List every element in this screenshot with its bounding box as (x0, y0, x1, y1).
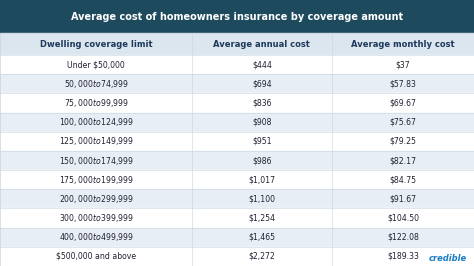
Text: $1,100: $1,100 (248, 194, 275, 203)
Text: $37: $37 (396, 60, 410, 69)
Bar (0, 0, 474, 33)
Bar (0, 33, 474, 266)
Bar (0, 33, 474, 55)
Text: Average annual cost: Average annual cost (213, 40, 310, 49)
Bar (0, 113, 474, 132)
Text: $50,000 to $74,999: $50,000 to $74,999 (64, 78, 128, 90)
Text: $1,254: $1,254 (248, 214, 275, 223)
Text: Under $50,000: Under $50,000 (67, 60, 125, 69)
Text: Average cost of homeowners insurance by coverage amount: Average cost of homeowners insurance by … (71, 12, 403, 22)
Bar (0, 93, 474, 113)
Text: $2,272: $2,272 (248, 252, 275, 261)
Text: $189.33: $189.33 (387, 252, 419, 261)
Text: $836: $836 (252, 98, 272, 107)
Text: $400,000 to $499,999: $400,000 to $499,999 (59, 231, 133, 243)
Text: $694: $694 (252, 79, 272, 88)
Text: $75.67: $75.67 (390, 118, 416, 127)
Text: $100,000 to $124,999: $100,000 to $124,999 (59, 116, 133, 128)
Bar (0, 151, 474, 170)
Text: $300,000 to $399,999: $300,000 to $399,999 (59, 212, 133, 224)
Text: credible: credible (429, 254, 467, 263)
Bar (0, 247, 474, 266)
Text: $75,000 to $99,999: $75,000 to $99,999 (64, 97, 128, 109)
Text: $122.08: $122.08 (387, 233, 419, 242)
Text: $908: $908 (252, 118, 272, 127)
Text: $57.83: $57.83 (390, 79, 416, 88)
Bar (0, 209, 474, 228)
Text: $1,017: $1,017 (248, 175, 275, 184)
Text: Dwelling coverage limit: Dwelling coverage limit (40, 40, 152, 49)
Text: $104.50: $104.50 (387, 214, 419, 223)
Text: $951: $951 (252, 137, 272, 146)
Bar (0, 228, 474, 247)
Bar (0, 55, 474, 74)
Text: $444: $444 (252, 60, 272, 69)
Bar (0, 189, 474, 209)
Text: Average monthly cost: Average monthly cost (351, 40, 455, 49)
Bar (0, 170, 474, 189)
Text: $69.67: $69.67 (390, 98, 416, 107)
Text: $91.67: $91.67 (390, 194, 416, 203)
Text: $200,000 to $299,999: $200,000 to $299,999 (59, 193, 133, 205)
Text: $986: $986 (252, 156, 272, 165)
Text: $1,465: $1,465 (248, 233, 275, 242)
Text: $175,000 to $199,999: $175,000 to $199,999 (59, 174, 133, 186)
Text: $125,000 to $149,999: $125,000 to $149,999 (59, 135, 133, 147)
Bar (0, 74, 474, 93)
Text: $84.75: $84.75 (390, 175, 416, 184)
Bar (0, 132, 474, 151)
Text: $150,000 to $174,999: $150,000 to $174,999 (59, 155, 133, 167)
Text: $79.25: $79.25 (390, 137, 416, 146)
Text: $500,000 and above: $500,000 and above (56, 252, 136, 261)
Text: $82.17: $82.17 (390, 156, 416, 165)
